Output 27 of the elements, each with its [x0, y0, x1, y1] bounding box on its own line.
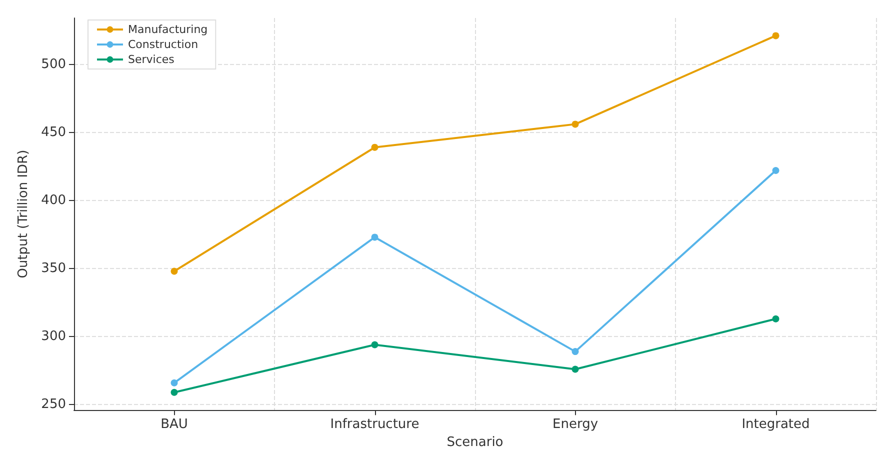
point: [572, 348, 579, 356]
point: [772, 32, 780, 40]
y-tick-label: 500: [41, 56, 66, 72]
legend-label: Construction: [128, 38, 198, 51]
point: [170, 388, 178, 396]
y-tick-label: 250: [41, 397, 66, 412]
y-tick-label: 400: [41, 192, 66, 208]
y-tick-label: 450: [41, 124, 66, 140]
y-tick-label: 350: [41, 261, 66, 276]
point: [772, 315, 780, 322]
x-tick-label: Energy: [552, 417, 598, 432]
point: [371, 144, 378, 151]
point: [371, 234, 378, 241]
y-tick-label: 300: [41, 329, 66, 344]
x-tick-label: BAU: [160, 417, 188, 432]
point: [772, 166, 780, 174]
point: [170, 379, 178, 386]
x-tick-label: Infrastructure: [330, 417, 420, 432]
y-axis-title: Output (Trillion IDR): [16, 150, 31, 278]
legend-label: Manufacturing: [128, 23, 208, 36]
point: [371, 341, 378, 348]
point: [572, 120, 579, 128]
point: [572, 366, 579, 373]
x-axis-title: Scenario: [446, 435, 504, 450]
point: [170, 268, 178, 275]
x-tick-label: Integrated: [742, 417, 810, 432]
legend-label: Services: [128, 53, 175, 66]
